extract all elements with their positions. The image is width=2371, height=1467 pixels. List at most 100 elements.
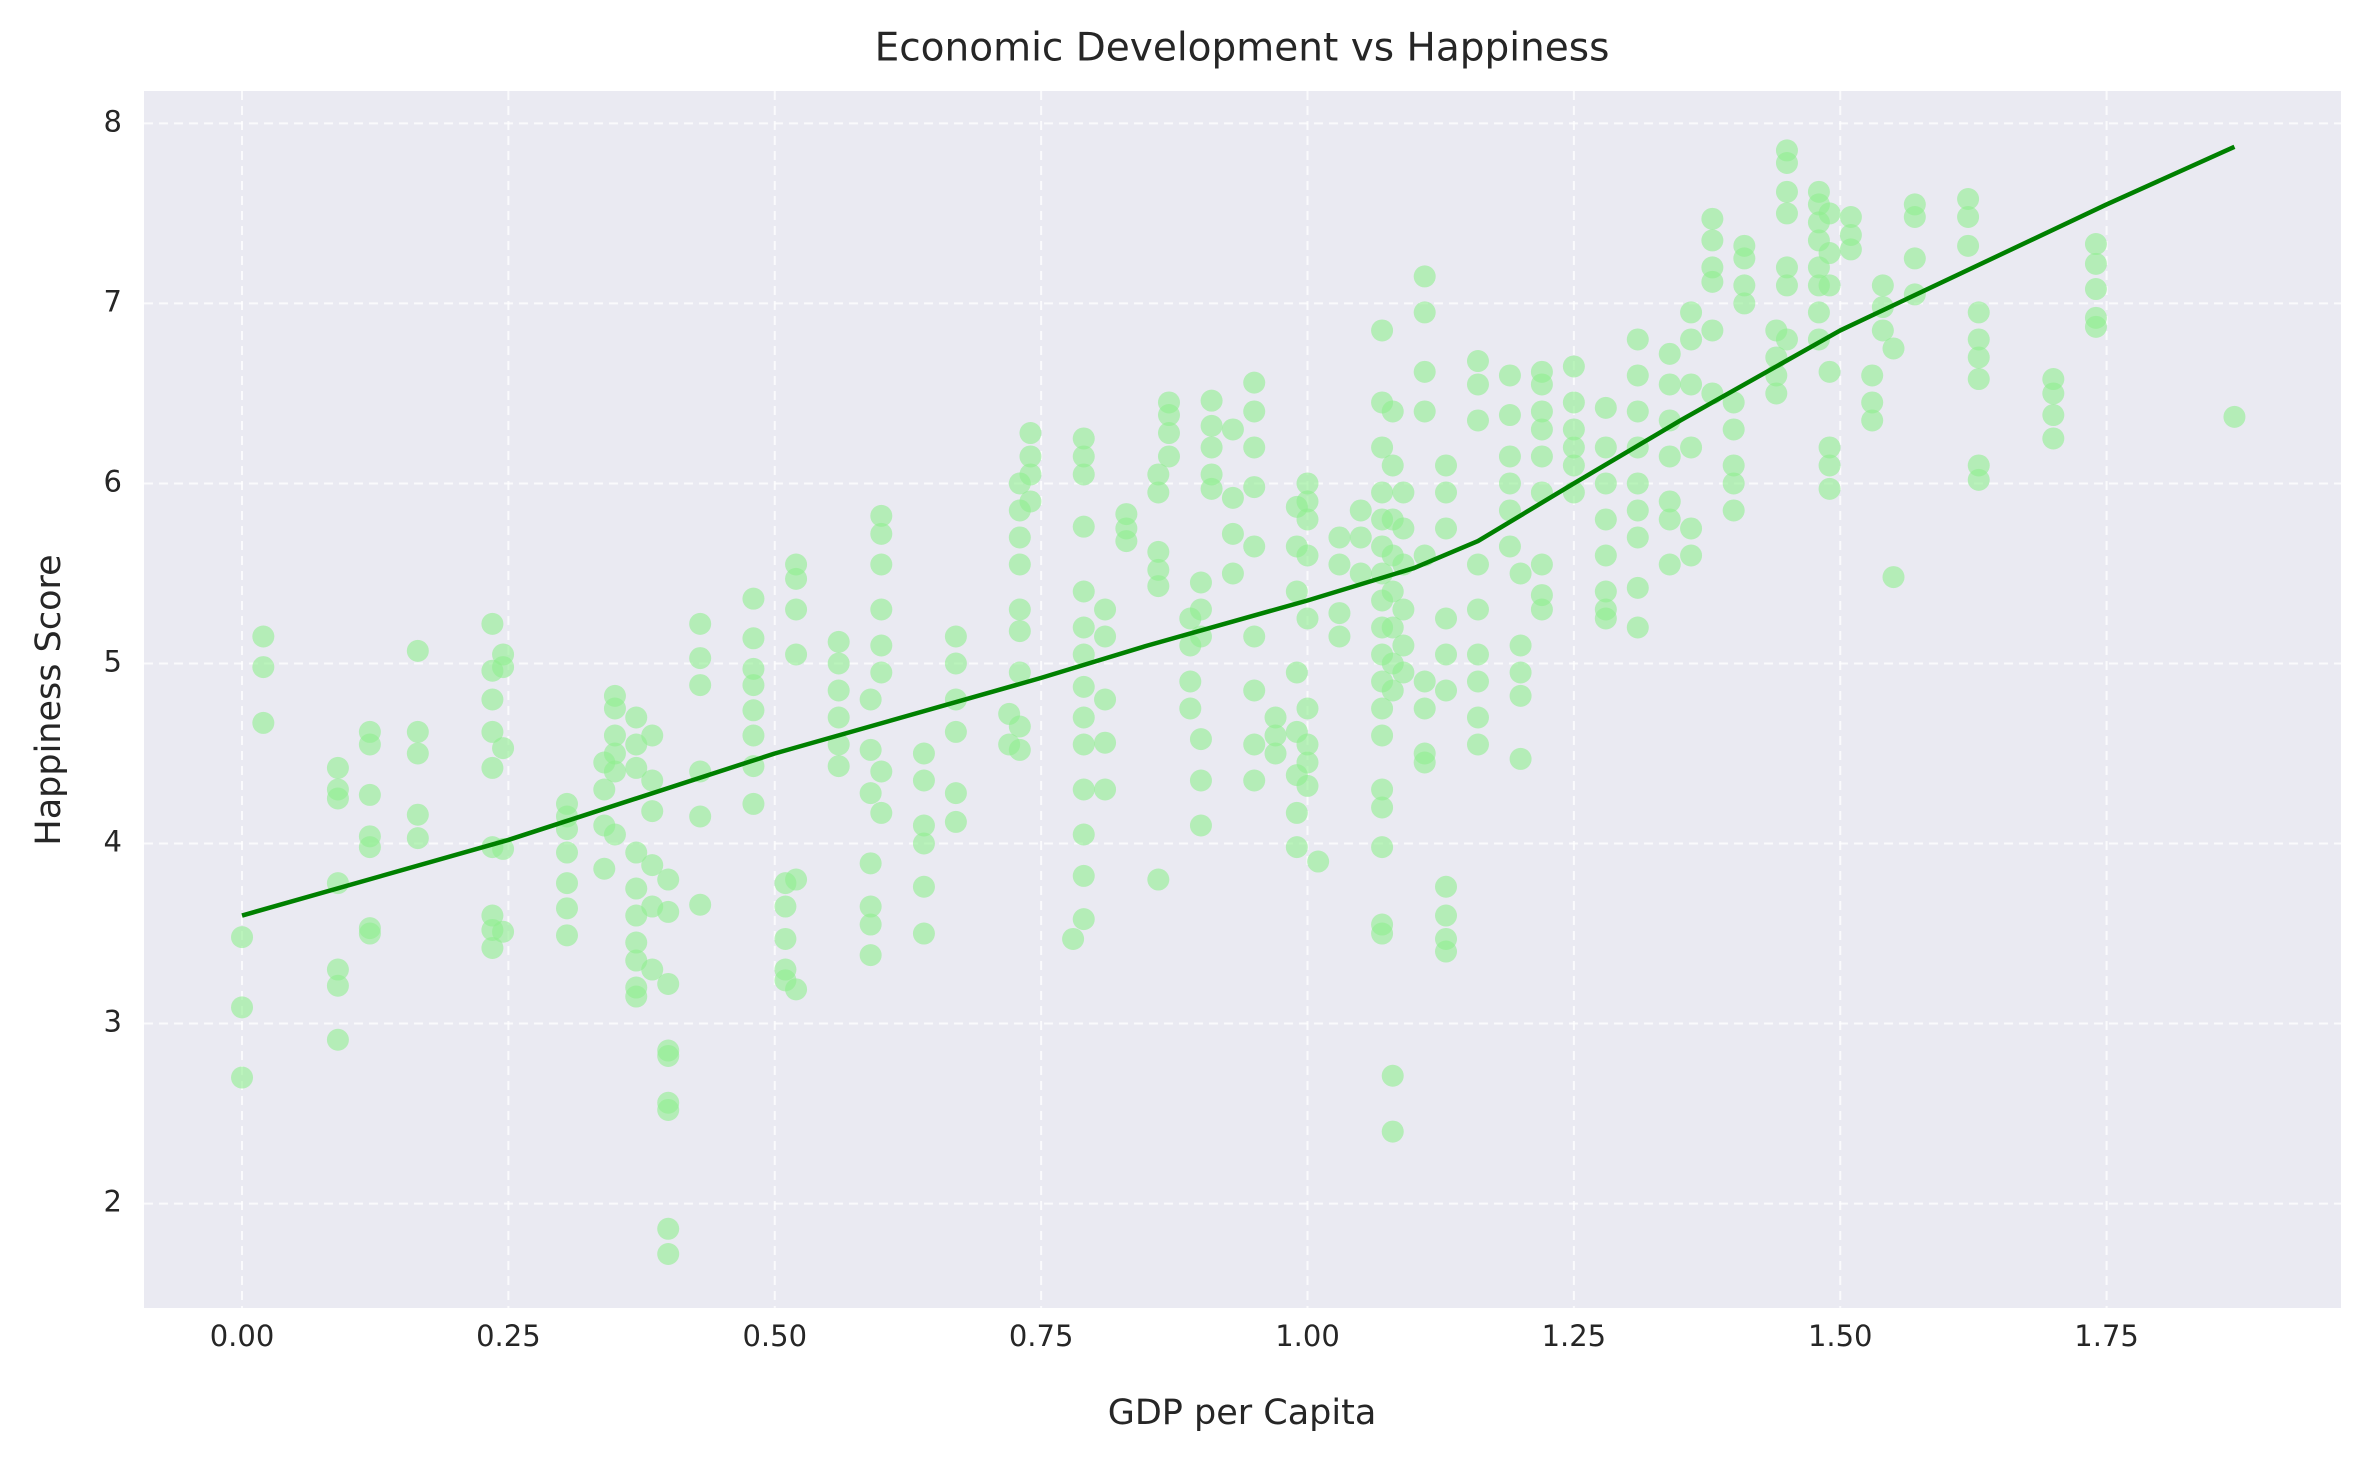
scatter-point [1435, 904, 1458, 927]
scatter-point [1466, 643, 1489, 666]
scatter-point [603, 697, 626, 720]
scatter-point [774, 895, 797, 918]
scatter-point [1285, 580, 1308, 603]
scatter-point [555, 897, 578, 920]
scatter-point [1435, 940, 1458, 963]
scatter-point [593, 778, 616, 801]
scatter-point [1392, 634, 1415, 657]
scatter-point [1435, 679, 1458, 702]
scatter-point [742, 699, 765, 722]
scatter-point [1498, 472, 1521, 495]
scatter-point [1722, 499, 1745, 522]
scatter-point [1775, 328, 1798, 351]
scatter-point [1658, 553, 1681, 576]
scatter-point [1296, 751, 1319, 774]
scatter-point [1413, 670, 1436, 693]
x-axis-label: GDP per Capita [1108, 1393, 1377, 1433]
scatter-point [1435, 607, 1458, 630]
scatter-point [1381, 454, 1404, 477]
scatter-point [1882, 566, 1905, 589]
scatter-point [1775, 274, 1798, 297]
scatter-point [1008, 715, 1031, 738]
chart-title: Economic Development vs Happiness [875, 26, 1610, 71]
scatter-point [625, 706, 648, 729]
scatter-point [1807, 301, 1830, 324]
scatter-point [1680, 436, 1703, 459]
scatter-point [1243, 436, 1266, 459]
scatter-point [1371, 796, 1394, 819]
scatter-point [1765, 382, 1788, 405]
scatter-point [2042, 382, 2065, 405]
scatter-point [481, 936, 504, 959]
scatter-point [555, 841, 578, 864]
scatter-point [1371, 836, 1394, 859]
scatter-point [742, 674, 765, 697]
scatter-point [1498, 364, 1521, 387]
scatter-point [1722, 418, 1745, 441]
scatter-point [1200, 436, 1223, 459]
scatter-point [231, 996, 254, 1019]
scatter-point [1626, 499, 1649, 522]
scatter-point [870, 634, 893, 657]
scatter-point [1626, 616, 1649, 639]
scatter-point [944, 652, 967, 675]
scatter-point [1296, 544, 1319, 567]
scatter-point [1019, 490, 1042, 513]
scatter-point [358, 783, 381, 806]
scatter-point [1882, 337, 1905, 360]
scatter-point [1871, 274, 1894, 297]
scatter-point [326, 1028, 349, 1051]
scatter-point [689, 612, 712, 635]
scatter-point [625, 949, 648, 972]
scatter-point [231, 1066, 254, 1089]
scatter-point [1903, 206, 1926, 229]
scatter-point [1818, 436, 1841, 459]
plot-area [144, 91, 2341, 1308]
scatter-point [1296, 774, 1319, 797]
scatter-point [1466, 706, 1489, 729]
scatter-point [657, 972, 680, 995]
scatter-point [1435, 517, 1458, 540]
scatter-point [870, 504, 893, 527]
scatter-point [1072, 706, 1095, 729]
scatter-point [1072, 864, 1095, 887]
scatter-point [1371, 436, 1394, 459]
scatter-point [1189, 598, 1212, 621]
scatter-point [1626, 576, 1649, 599]
scatter-point [1008, 620, 1031, 643]
scatter-point [1680, 544, 1703, 567]
scatter-point [1264, 724, 1287, 747]
scatter-point [358, 733, 381, 756]
x-tick-label: 0.50 [742, 1319, 807, 1353]
scatter-point [785, 643, 808, 666]
scatter-point [1381, 1120, 1404, 1143]
scatter-point [1466, 598, 1489, 621]
scatter-point [1594, 508, 1617, 531]
scatter-point [1466, 373, 1489, 396]
scatter-point [1861, 364, 1884, 387]
scatter-point [742, 792, 765, 815]
scatter-point [1626, 364, 1649, 387]
scatter-point [1008, 738, 1031, 761]
scatter-point [944, 810, 967, 833]
scatter-point [742, 587, 765, 610]
scatter-point [1094, 731, 1117, 754]
scatter-point [1381, 616, 1404, 639]
scatter-point [1775, 152, 1798, 175]
y-axis-label: Happiness Score [29, 554, 69, 845]
scatter-point [625, 904, 648, 927]
scatter-point [252, 625, 275, 648]
scatter-point [1243, 535, 1266, 558]
scatter-point [1296, 508, 1319, 531]
scatter-point [1243, 733, 1266, 756]
scatter-point [326, 756, 349, 779]
scatter-point [774, 927, 797, 950]
scatter-point [912, 742, 935, 765]
scatter-point [1072, 580, 1095, 603]
scatter-point [859, 944, 882, 967]
scatter-point [1349, 526, 1372, 549]
scatter-point [1147, 463, 1170, 486]
scatter-point [1967, 368, 1990, 391]
x-tick-label: 0.00 [210, 1319, 275, 1353]
scatter-point [1562, 454, 1585, 477]
